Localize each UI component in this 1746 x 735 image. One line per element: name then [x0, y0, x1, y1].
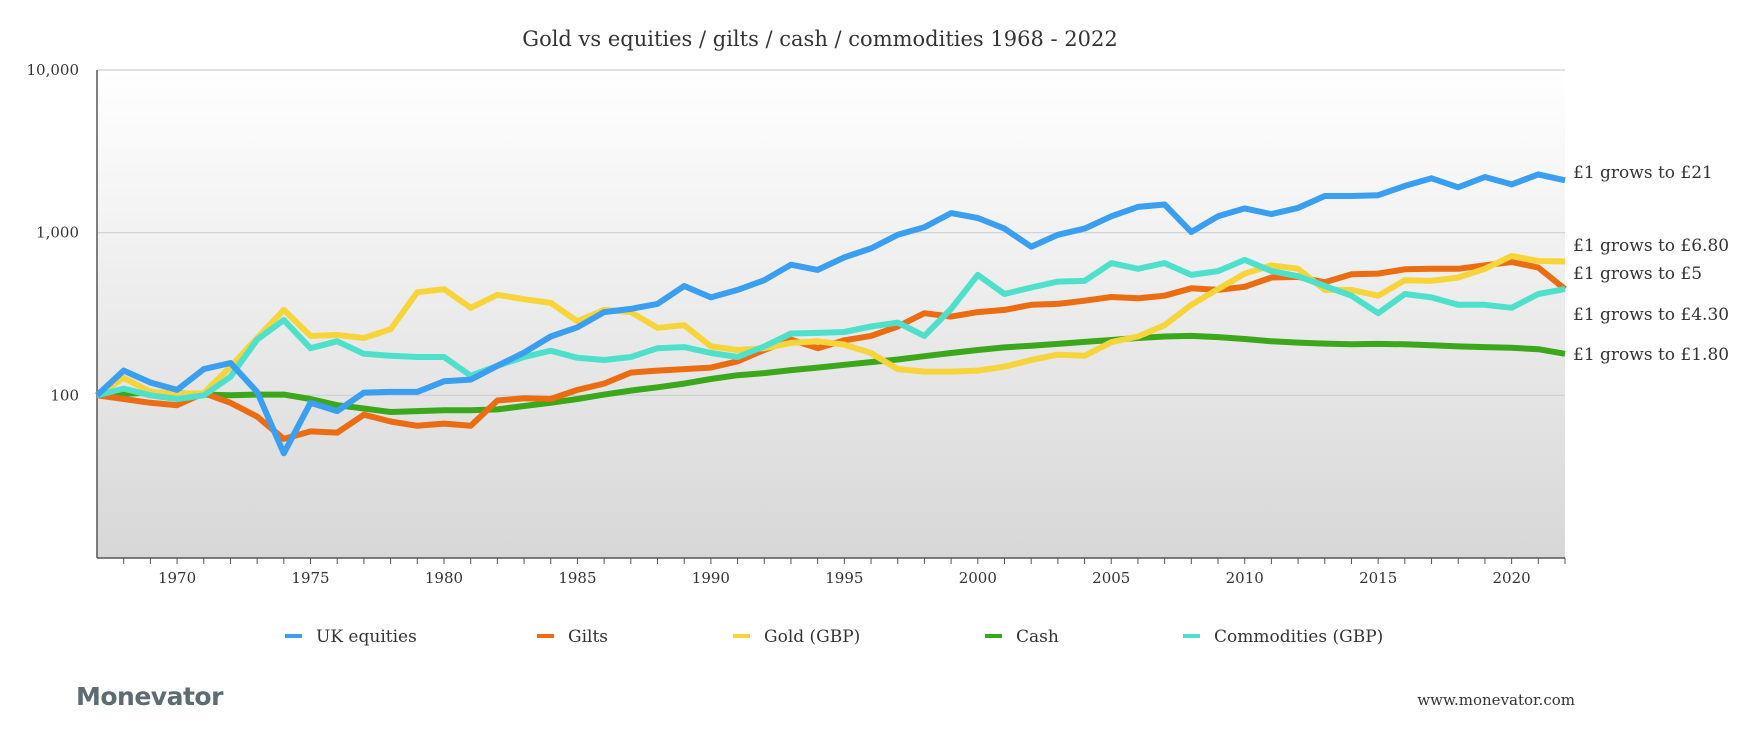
brand-logo: Monevator: [76, 682, 224, 711]
legend-item: Gold (GBP): [733, 627, 860, 647]
legend-item: UK equities: [285, 627, 417, 647]
legend-item: Gilts: [537, 627, 608, 647]
x-tick-label: 2020: [1493, 569, 1531, 587]
x-tick-label: 1975: [291, 569, 329, 587]
y-tick-label: 1,000: [36, 224, 79, 242]
end-labels: £1 grows to £21 £1 grows to £6.80 £1 grows…: [1573, 163, 1729, 365]
y-tick-label: 10,000: [27, 61, 80, 79]
gridlines: [97, 69, 1565, 396]
end-label: £1 grows to £5: [1573, 264, 1702, 284]
y-axis: 100 1,000 10,000: [27, 61, 80, 404]
series-line-uk-equities: [94, 171, 1566, 457]
y-tick-label: 100: [50, 386, 79, 404]
legend-label: Gilts: [568, 627, 608, 647]
legend-label: Commodities (GBP): [1214, 627, 1383, 647]
chart-title: Gold vs equities / gilts / cash / commod…: [522, 27, 1117, 51]
series-line-commodities-gbp: [96, 256, 1566, 402]
legend: UK equities Gilts Gold (GBP) Cash Commoditie…: [285, 627, 1383, 647]
x-tick-label: 2010: [1226, 569, 1264, 587]
x-tick-label: 1990: [692, 569, 730, 587]
footer-url: www.monevator.com: [1417, 691, 1575, 709]
x-tick-label: 1980: [425, 569, 463, 587]
end-label: £1 grows to £6.80: [1573, 236, 1729, 256]
x-tick-label: 1995: [825, 569, 863, 587]
x-tick-label: 2000: [959, 569, 997, 587]
series-lines: [94, 171, 1567, 457]
end-label: £1 grows to £21: [1573, 163, 1713, 183]
legend-item: Cash: [985, 627, 1059, 647]
x-tick-label: 1985: [558, 569, 596, 587]
legend-label: Cash: [1016, 627, 1059, 647]
end-label: £1 grows to £4.30: [1573, 305, 1729, 325]
x-tick-label: 2005: [1092, 569, 1130, 587]
legend-item: Commodities (GBP): [1183, 627, 1383, 647]
x-tick-label: 2015: [1359, 569, 1397, 587]
x-tick-label: 1970: [158, 569, 196, 587]
legend-label: UK equities: [316, 627, 417, 647]
end-label: £1 grows to £1.80: [1573, 345, 1729, 365]
x-axis: 1970 1975 1980 1985 1990 1995 2000 2005 2010 2015…: [123, 558, 1566, 587]
legend-label: Gold (GBP): [764, 627, 860, 647]
plot-area: [97, 70, 1565, 558]
